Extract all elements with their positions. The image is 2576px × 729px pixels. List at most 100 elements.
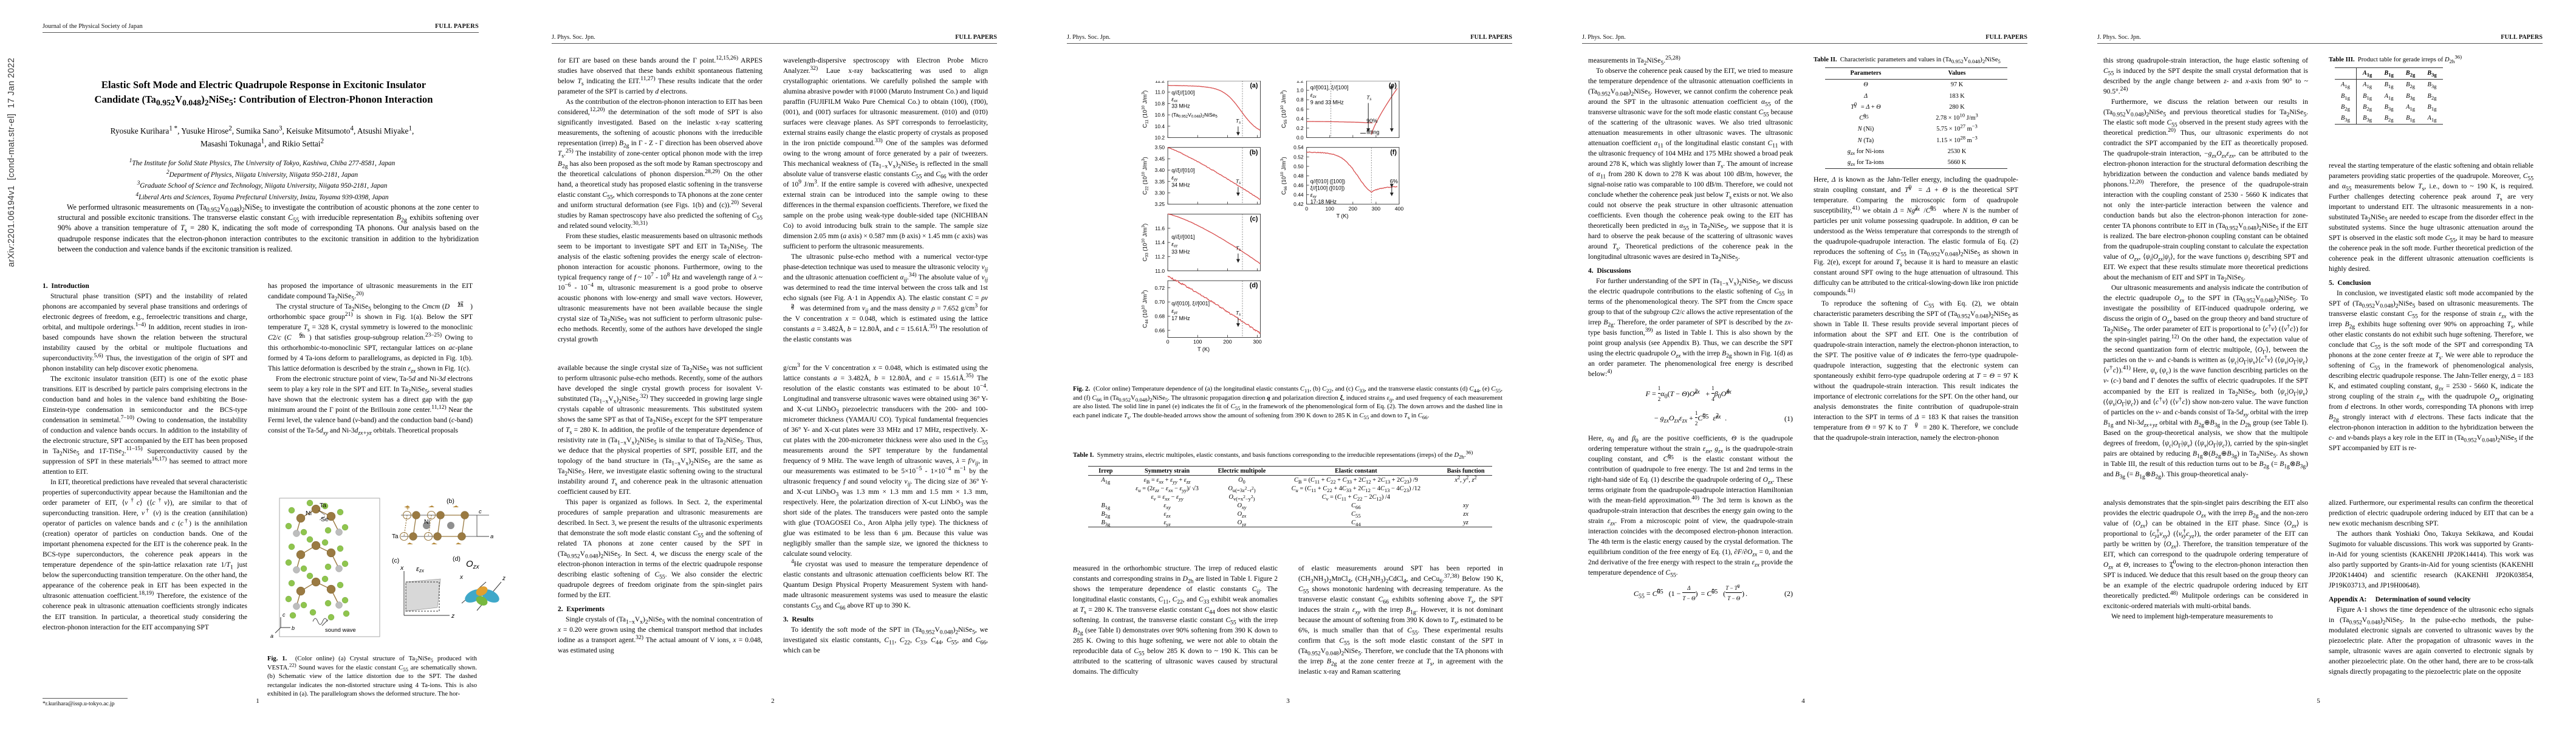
svg-text:0.4: 0.4 — [1297, 115, 1304, 122]
svg-text:3.35: 3.35 — [1155, 179, 1165, 185]
svg-text:a: a — [490, 533, 493, 540]
svg-text:0: 0 — [1305, 205, 1308, 211]
svg-text:0.66: 0.66 — [1155, 327, 1165, 334]
svg-text:33 MHz: 33 MHz — [1171, 103, 1190, 109]
svg-text:10.4: 10.4 — [1155, 123, 1165, 129]
svg-text:εyz: εyz — [1171, 308, 1177, 315]
svg-text:0.52: 0.52 — [1293, 154, 1304, 160]
svg-text:T (K): T (K) — [1197, 346, 1210, 352]
svg-text:3.45: 3.45 — [1155, 156, 1165, 162]
svg-text:10.6: 10.6 — [1155, 112, 1165, 118]
svg-text:0.70: 0.70 — [1155, 299, 1165, 305]
svg-text:11.6: 11.6 — [1155, 225, 1165, 231]
svg-text:0.0: 0.0 — [1297, 134, 1304, 140]
svg-text:3.25: 3.25 — [1155, 201, 1165, 207]
svg-text:b: b — [292, 625, 295, 631]
svg-text:Ts: Ts — [1236, 118, 1241, 125]
svg-text:11.4: 11.4 — [1155, 239, 1165, 245]
svg-text:C33 (1010 J/m3): C33 (1010 J/m3) — [1142, 224, 1149, 261]
svg-text:εzz: εzz — [1171, 241, 1177, 248]
svg-text:0.54: 0.54 — [1293, 145, 1304, 151]
svg-text:11.0: 11.0 — [1155, 89, 1165, 95]
svg-text:c: c — [479, 508, 482, 515]
svg-text:11.0: 11.0 — [1155, 268, 1165, 274]
svg-text:sound wave: sound wave — [325, 627, 356, 634]
svg-text:x: x — [400, 564, 404, 572]
svg-text:q//ξ//[010]: q//ξ//[010] — [1171, 167, 1194, 173]
svg-text:1.0: 1.0 — [1297, 87, 1304, 94]
svg-text:(Ta0.952V0.048)2NiSe5: (Ta0.952V0.048)2NiSe5 — [1171, 112, 1218, 119]
svg-text:11.2: 11.2 — [1155, 253, 1165, 259]
svg-text:Ts: Ts — [1366, 94, 1371, 101]
svg-text:0: 0 — [1166, 339, 1170, 345]
svg-text:Ts: Ts — [1236, 310, 1241, 317]
svg-text:z: z — [502, 575, 505, 582]
svg-text:Ts: Ts — [1236, 245, 1241, 252]
svg-text:34 MHz: 34 MHz — [1171, 182, 1190, 188]
svg-text:400: 400 — [1395, 205, 1404, 211]
svg-text:q//ξ//[100]: q//ξ//[100] — [1171, 89, 1194, 95]
svg-text:100: 100 — [1326, 205, 1335, 211]
svg-text:0.6: 0.6 — [1297, 106, 1304, 112]
svg-text:3.50: 3.50 — [1155, 145, 1165, 151]
svg-text:3.40: 3.40 — [1155, 167, 1165, 173]
svg-text:10.8: 10.8 — [1155, 100, 1165, 106]
svg-text:Ta: Ta — [392, 533, 399, 540]
svg-text:(b): (b) — [447, 498, 454, 505]
svg-text:(d): (d) — [453, 555, 461, 563]
svg-text:C66 (1010 J/m3): C66 (1010 J/m3) — [1280, 157, 1288, 194]
svg-text:(c): (c) — [1250, 216, 1258, 223]
svg-text:10.2: 10.2 — [1155, 134, 1165, 140]
svg-text:C44 (1010 J/m3): C44 (1010 J/m3) — [1142, 290, 1149, 328]
svg-text:T (K): T (K) — [1336, 213, 1348, 219]
svg-text:0.2: 0.2 — [1297, 125, 1304, 131]
svg-text:z: z — [451, 612, 455, 620]
svg-text:C55 (1010 J/m3): C55 (1010 J/m3) — [1280, 90, 1288, 128]
svg-text:0.72: 0.72 — [1155, 285, 1165, 291]
svg-text:0.68: 0.68 — [1155, 313, 1165, 319]
svg-text:εzx: εzx — [416, 566, 425, 573]
svg-text:300: 300 — [1372, 205, 1381, 211]
svg-text:C11 (1010 J/m3): C11 (1010 J/m3) — [1142, 91, 1149, 128]
svg-text:εyy: εyy — [1171, 174, 1178, 182]
svg-text:200: 200 — [1349, 205, 1358, 211]
svg-text:11.2: 11.2 — [1155, 81, 1165, 84]
svg-text:(a): (a) — [1250, 82, 1258, 89]
svg-text:x: x — [459, 574, 464, 581]
svg-text:300: 300 — [1253, 339, 1262, 345]
svg-text:(c): (c) — [392, 557, 399, 564]
svg-text:εxy: εxy — [1310, 192, 1317, 199]
svg-text:q//ξ//[001]: q//ξ//[001] — [1171, 234, 1194, 240]
svg-text:0.8: 0.8 — [1297, 97, 1304, 103]
svg-text:100: 100 — [1193, 339, 1202, 345]
svg-text:C22 (1010 J/m3): C22 (1010 J/m3) — [1142, 157, 1149, 194]
svg-text:0.42: 0.42 — [1293, 201, 1304, 207]
svg-text:ξ//[100] ([010]): ξ//[100] ([010]) — [1310, 185, 1345, 191]
svg-text:Ni: Ni — [306, 510, 312, 517]
svg-text:1.2: 1.2 — [1297, 81, 1304, 84]
svg-text:0.44: 0.44 — [1293, 192, 1304, 198]
svg-text:33 MHz: 33 MHz — [1171, 248, 1190, 255]
svg-text:c: c — [283, 612, 286, 618]
svg-text:0.46: 0.46 — [1293, 182, 1304, 188]
svg-text:17-18 MHz: 17-18 MHz — [1310, 199, 1337, 205]
svg-text:Ts: Ts — [1236, 179, 1241, 186]
svg-text:q//[010] ([100]): q//[010] ([100]) — [1310, 179, 1345, 185]
svg-text:Se: Se — [321, 516, 329, 523]
svg-text:q//[001], ξ//[100]: q//[001], ξ//[100] — [1310, 84, 1349, 91]
svg-text:200: 200 — [1223, 339, 1232, 345]
svg-text:εxx: εxx — [1171, 97, 1178, 104]
svg-text:(d): (d) — [1250, 282, 1258, 289]
svg-text:Ni: Ni — [424, 519, 430, 525]
svg-text:q//[010], ξ//[001]: q//[010], ξ//[001] — [1171, 301, 1210, 307]
svg-text:a: a — [270, 633, 273, 639]
svg-text:(f): (f) — [1390, 149, 1397, 156]
svg-text:6%: 6% — [1390, 179, 1398, 185]
svg-text:(e): (e) — [1389, 82, 1397, 89]
svg-text:Ta: Ta — [320, 502, 326, 509]
svg-text:Ozx: Ozx — [466, 559, 480, 570]
svg-text:3.30: 3.30 — [1155, 190, 1165, 196]
svg-text:17 MHz: 17 MHz — [1171, 315, 1190, 321]
svg-text:0.50: 0.50 — [1293, 163, 1304, 169]
svg-text:0.48: 0.48 — [1293, 173, 1304, 179]
